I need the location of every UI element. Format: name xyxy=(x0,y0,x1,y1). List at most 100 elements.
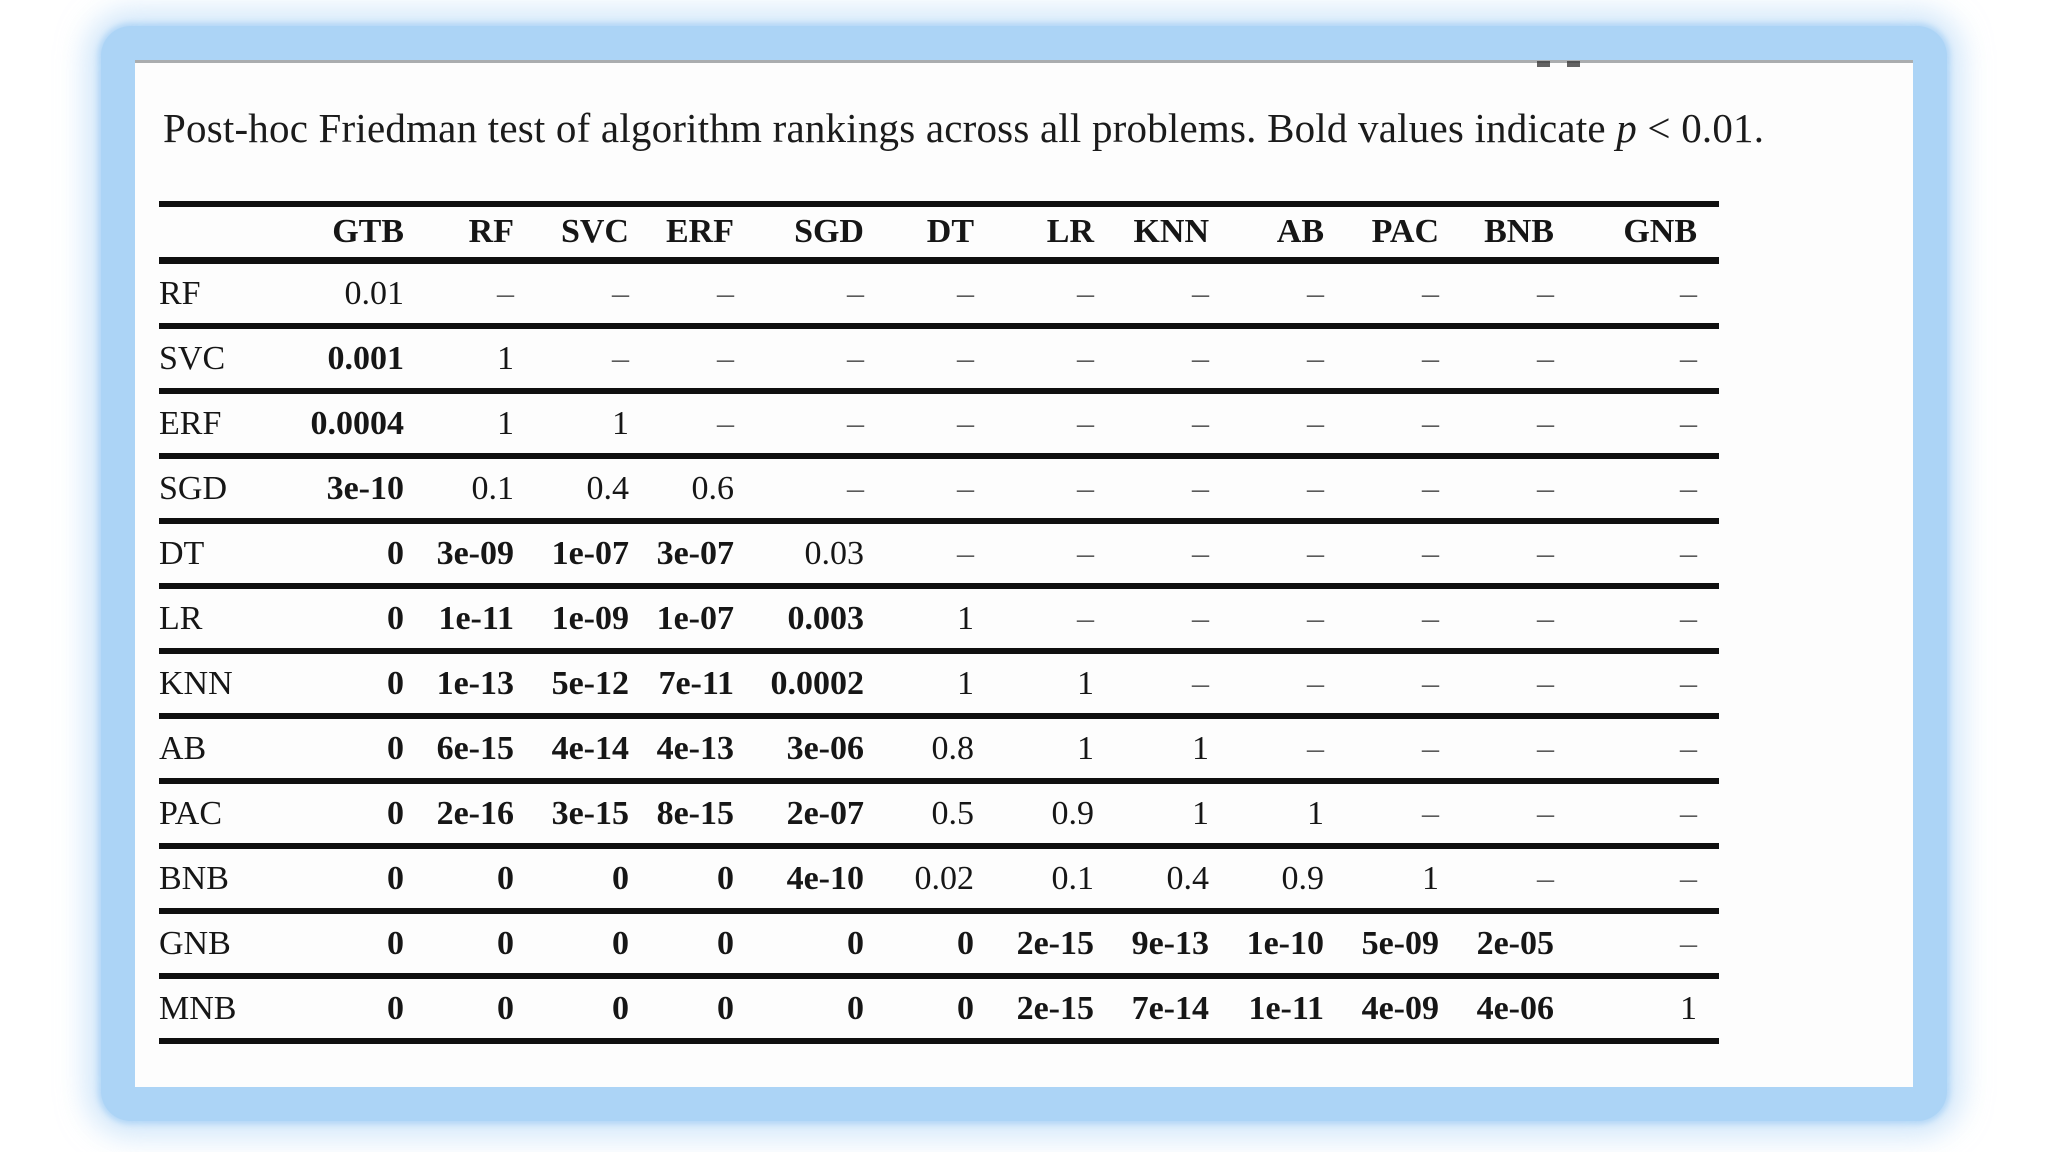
p-value-cell: 0.02 xyxy=(914,859,975,897)
empty-cell: – xyxy=(1680,404,1697,442)
caption-p-symbol: p xyxy=(1616,105,1637,151)
empty-cell: – xyxy=(717,274,734,312)
p-value-cell: 1 xyxy=(1307,794,1324,832)
slide-frame: Post-hoc Friedman test of algorithm rank… xyxy=(101,26,1947,1121)
empty-cell: – xyxy=(1537,274,1554,312)
column-header-sgd: SGD xyxy=(794,213,864,250)
empty-cell: – xyxy=(1192,274,1209,312)
p-value-cell: 0 xyxy=(957,924,974,962)
empty-cell: – xyxy=(1307,339,1324,377)
empty-cell: – xyxy=(1422,469,1439,507)
p-value-cell: 0 xyxy=(387,729,404,767)
p-value-cell: 1 xyxy=(1680,989,1697,1027)
p-value-cell: 0 xyxy=(612,989,629,1027)
p-value-cell: 1 xyxy=(1077,729,1094,767)
empty-cell: – xyxy=(1537,534,1554,572)
p-value-cell: 4e-13 xyxy=(656,729,734,767)
p-value-cell: 3e-15 xyxy=(551,794,629,832)
p-value-cell: 1 xyxy=(612,404,629,442)
p-value-cell: 0 xyxy=(497,859,514,897)
p-value-cell: 0.1 xyxy=(471,469,515,507)
empty-cell: – xyxy=(957,274,974,312)
p-value-cell: 0.6 xyxy=(691,469,735,507)
row-label: LR xyxy=(159,599,203,637)
table-row-gnb: GNB 0 0 0 0 0 0 2e-15 9e-13 1e-10 5e-09 2e-05 – xyxy=(159,911,1719,976)
column-header-knn: KNN xyxy=(1133,213,1209,250)
p-value-cell: 0.003 xyxy=(787,599,865,637)
row-label: AB xyxy=(159,729,207,767)
p-value-cell: 2e-16 xyxy=(436,794,514,832)
table-row-bnb: BNB 0 0 0 0 4e-10 0.02 0.1 0.4 0.9 1 – – xyxy=(159,846,1719,911)
empty-cell: – xyxy=(612,274,629,312)
table-row-knn: KNN 0 1e-13 5e-12 7e-11 0.0002 1 1 – – – – – xyxy=(159,651,1719,716)
table-row-sgd: SGD 3e-10 0.1 0.4 0.6 – – – – – – – – xyxy=(159,456,1719,521)
row-label: BNB xyxy=(159,859,229,897)
column-header-gnb: GNB xyxy=(1623,213,1697,250)
p-value-cell: 9e-13 xyxy=(1131,924,1209,962)
empty-cell: – xyxy=(717,404,734,442)
corner-cell xyxy=(159,204,289,261)
p-value-cell: 3e-07 xyxy=(656,534,734,572)
p-value-cell: 0 xyxy=(497,989,514,1027)
empty-cell: – xyxy=(1192,469,1209,507)
p-value-cell: 1 xyxy=(497,404,514,442)
empty-cell: – xyxy=(847,404,864,442)
p-value-cell: 0 xyxy=(387,924,404,962)
row-label: KNN xyxy=(159,664,233,702)
p-value-cell: 1 xyxy=(1077,664,1094,702)
row-label: PAC xyxy=(159,794,223,832)
p-value-cell: 4e-06 xyxy=(1476,989,1554,1027)
empty-cell: – xyxy=(1307,534,1324,572)
p-value-cell: 6e-15 xyxy=(436,729,514,767)
p-value-cell: 0 xyxy=(957,989,974,1027)
p-value-cell: 2e-15 xyxy=(1016,924,1094,962)
table-row-dt: DT 0 3e-09 1e-07 3e-07 0.03 – – – – – – – xyxy=(159,521,1719,586)
empty-cell: – xyxy=(497,274,514,312)
empty-cell: – xyxy=(1680,794,1697,832)
empty-cell: – xyxy=(1307,404,1324,442)
p-value-cell: 0.1 xyxy=(1051,859,1095,897)
empty-cell: – xyxy=(1537,599,1554,637)
empty-cell: – xyxy=(957,469,974,507)
p-value-cell: 0 xyxy=(717,989,734,1027)
p-value-cell: 5e-09 xyxy=(1361,924,1439,962)
slide-content: Post-hoc Friedman test of algorithm rank… xyxy=(135,60,1913,1087)
p-value-cell: 3e-06 xyxy=(786,729,864,767)
p-value-cell: 0 xyxy=(387,599,404,637)
p-value-cell: 0 xyxy=(717,924,734,962)
p-value-cell: 0.001 xyxy=(327,339,405,377)
p-value-cell: 0 xyxy=(387,794,404,832)
empty-cell: – xyxy=(1537,339,1554,377)
p-value-cell: 0 xyxy=(387,989,404,1027)
row-label: SGD xyxy=(159,469,228,507)
column-header-lr: LR xyxy=(1046,213,1094,250)
empty-cell: – xyxy=(1307,469,1324,507)
p-value-cell: 0.5 xyxy=(931,794,975,832)
empty-cell: – xyxy=(1680,924,1697,962)
empty-cell: – xyxy=(1537,404,1554,442)
empty-cell: – xyxy=(1192,599,1209,637)
row-label: SVC xyxy=(159,339,226,377)
empty-cell: – xyxy=(1192,534,1209,572)
p-value-cell: 3e-09 xyxy=(436,534,514,572)
empty-cell: – xyxy=(1307,599,1324,637)
empty-cell: – xyxy=(847,274,864,312)
table-row-mnb: MNB 0 0 0 0 0 0 2e-15 7e-14 1e-11 4e-09 4e-06 1 xyxy=(159,976,1719,1041)
empty-cell: – xyxy=(957,339,974,377)
p-value-cell: 1e-10 xyxy=(1246,924,1324,962)
empty-cell: – xyxy=(1422,274,1439,312)
column-header-ab: AB xyxy=(1276,213,1324,250)
p-value-cell: 5e-12 xyxy=(551,664,629,702)
p-value-cell: 0 xyxy=(387,859,404,897)
table-row-svc: SVC 0.001 1 – – – – – – – – – – xyxy=(159,326,1719,391)
empty-cell: – xyxy=(1077,469,1094,507)
header-row: GTB RF SVC ERF SGD DT LR KNN AB PAC BNB GNB xyxy=(159,204,1719,261)
p-value-cell: 1 xyxy=(1192,794,1209,832)
empty-cell: – xyxy=(1077,274,1094,312)
empty-cell: – xyxy=(1077,599,1094,637)
empty-cell: – xyxy=(1680,274,1697,312)
column-header-gtb: GTB xyxy=(332,213,404,250)
p-value-cell: 2e-05 xyxy=(1476,924,1554,962)
column-header-rf: RF xyxy=(468,213,514,250)
row-label: RF xyxy=(159,274,201,312)
